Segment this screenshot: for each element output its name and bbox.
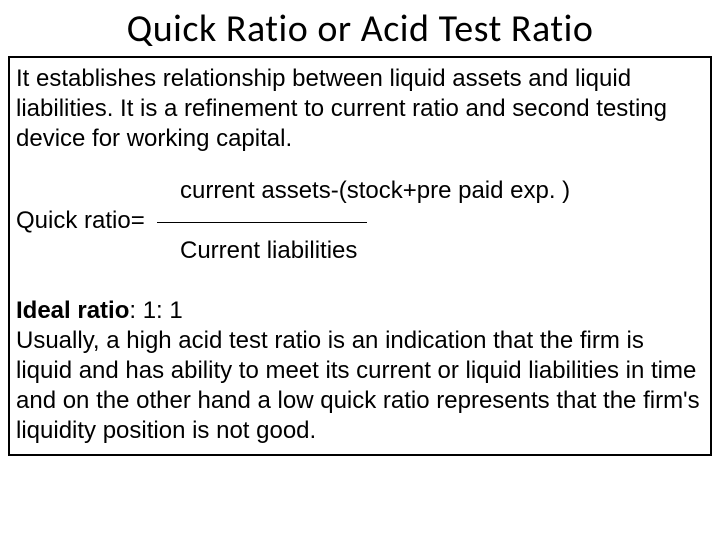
formula-block: current assets-(stock+pre paid exp. ) Qu… [16,176,704,266]
ideal-value: : 1: 1 [129,297,182,324]
intro-paragraph: It establishes relationship between liqu… [16,64,704,154]
fraction-line [157,222,367,223]
formula-label: Quick ratio= [16,206,145,236]
ideal-paragraph: Ideal ratio: 1: 1 Usually, a high acid t… [16,296,704,446]
content-box: It establishes relationship between liqu… [8,56,712,456]
explanation-text: Usually, a high acid test ratio is an in… [16,327,700,444]
page-title: Quick Ratio or Acid Test Ratio [0,0,720,56]
formula-denominator: Current liabilities [16,236,704,266]
formula-numerator: current assets-(stock+pre paid exp. ) [16,176,704,206]
formula-midline: Quick ratio= [16,206,704,236]
ideal-label: Ideal ratio [16,297,129,324]
